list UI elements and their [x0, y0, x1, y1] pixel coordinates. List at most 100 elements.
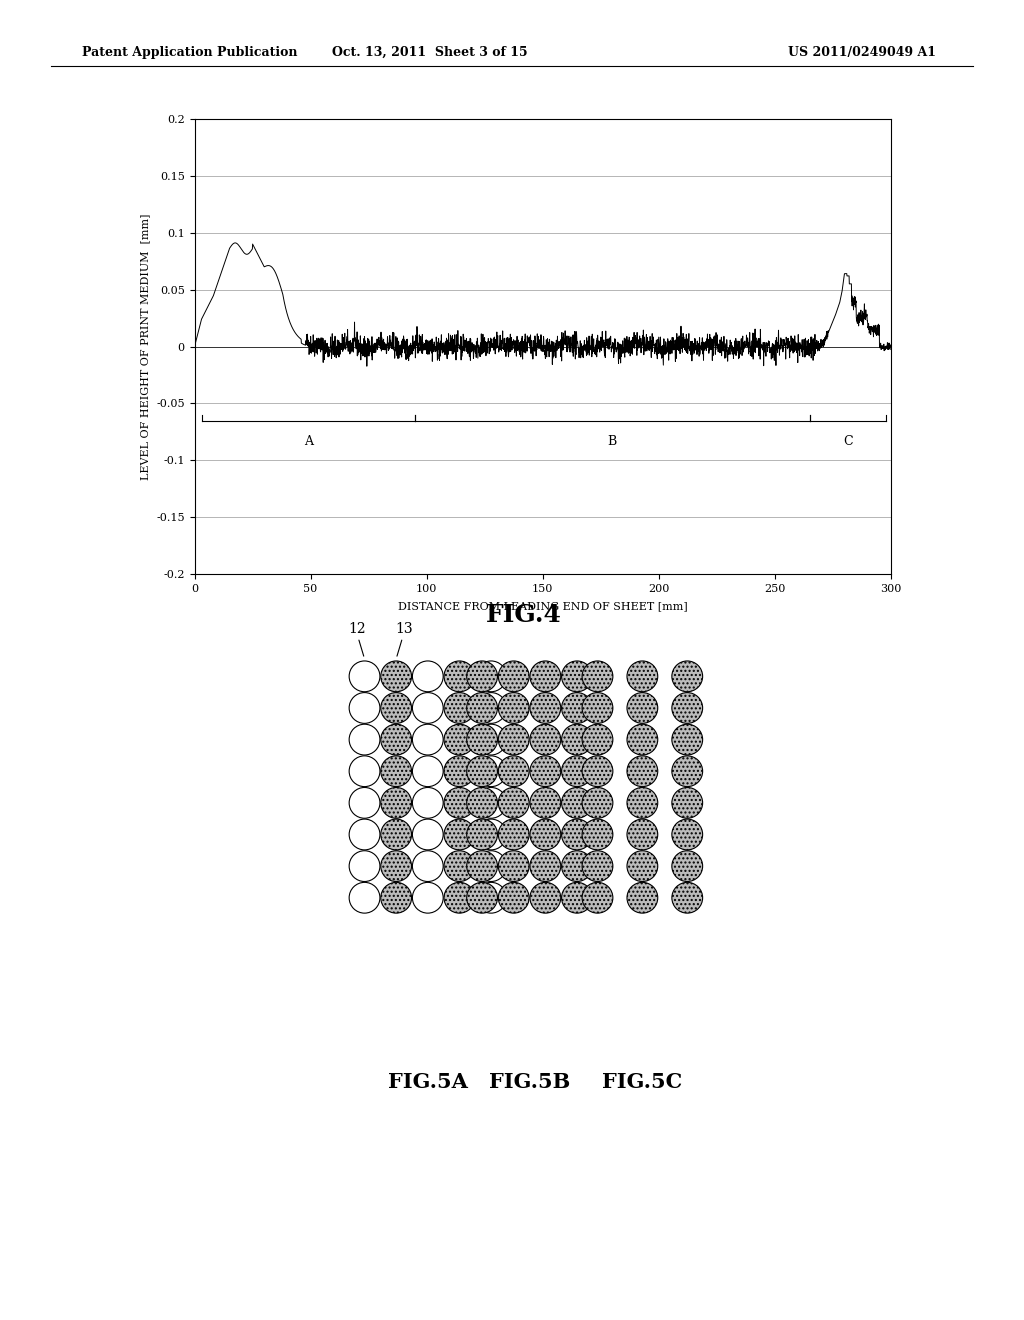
Circle shape — [444, 756, 475, 787]
Circle shape — [530, 850, 561, 882]
Circle shape — [561, 788, 592, 818]
Circle shape — [381, 788, 412, 818]
Circle shape — [672, 820, 702, 850]
Circle shape — [444, 820, 475, 850]
Circle shape — [627, 788, 657, 818]
Text: FIG.5C: FIG.5C — [602, 1072, 682, 1092]
Text: 12: 12 — [348, 622, 366, 636]
Circle shape — [467, 820, 498, 850]
Circle shape — [499, 725, 529, 755]
Circle shape — [561, 820, 592, 850]
Circle shape — [561, 756, 592, 787]
Circle shape — [476, 820, 507, 850]
Circle shape — [444, 850, 475, 882]
Circle shape — [476, 693, 507, 723]
Circle shape — [530, 788, 561, 818]
Circle shape — [561, 725, 592, 755]
Circle shape — [476, 882, 507, 913]
Text: A: A — [304, 436, 312, 449]
Circle shape — [476, 661, 507, 692]
Circle shape — [413, 693, 443, 723]
Circle shape — [499, 820, 529, 850]
Circle shape — [672, 850, 702, 882]
Circle shape — [476, 756, 507, 787]
Circle shape — [499, 788, 529, 818]
X-axis label: DISTANCE FROM LEADING END OF SHEET [mm]: DISTANCE FROM LEADING END OF SHEET [mm] — [398, 601, 687, 611]
Text: 13: 13 — [395, 622, 413, 636]
Circle shape — [467, 725, 498, 755]
Circle shape — [582, 850, 613, 882]
Circle shape — [499, 850, 529, 882]
Circle shape — [349, 661, 380, 692]
Circle shape — [499, 693, 529, 723]
Text: US 2011/0249049 A1: US 2011/0249049 A1 — [788, 46, 937, 59]
Circle shape — [413, 850, 443, 882]
Circle shape — [381, 725, 412, 755]
Circle shape — [561, 882, 592, 913]
Circle shape — [413, 820, 443, 850]
Circle shape — [381, 882, 412, 913]
Circle shape — [530, 820, 561, 850]
Circle shape — [413, 725, 443, 755]
Circle shape — [381, 661, 412, 692]
Circle shape — [530, 756, 561, 787]
Circle shape — [627, 756, 657, 787]
Circle shape — [672, 725, 702, 755]
Circle shape — [499, 882, 529, 913]
Circle shape — [476, 850, 507, 882]
Circle shape — [349, 725, 380, 755]
Circle shape — [381, 756, 412, 787]
Circle shape — [349, 850, 380, 882]
Circle shape — [627, 725, 657, 755]
Circle shape — [476, 725, 507, 755]
Circle shape — [381, 693, 412, 723]
Circle shape — [627, 661, 657, 692]
Text: Oct. 13, 2011  Sheet 3 of 15: Oct. 13, 2011 Sheet 3 of 15 — [332, 46, 528, 59]
Circle shape — [627, 882, 657, 913]
Circle shape — [582, 882, 613, 913]
Circle shape — [444, 661, 475, 692]
Circle shape — [582, 693, 613, 723]
Circle shape — [561, 661, 592, 692]
Y-axis label: LEVEL OF HEIGHT OF PRINT MEDIUM  [mm]: LEVEL OF HEIGHT OF PRINT MEDIUM [mm] — [140, 214, 151, 479]
Circle shape — [349, 693, 380, 723]
Circle shape — [672, 882, 702, 913]
Circle shape — [627, 850, 657, 882]
Circle shape — [413, 661, 443, 692]
Text: C: C — [843, 436, 853, 449]
Circle shape — [672, 661, 702, 692]
Circle shape — [561, 693, 592, 723]
Circle shape — [561, 850, 592, 882]
Text: FIG.5B: FIG.5B — [488, 1072, 570, 1092]
Circle shape — [627, 693, 657, 723]
Circle shape — [530, 882, 561, 913]
Text: FIG.5A: FIG.5A — [388, 1072, 468, 1092]
Circle shape — [444, 725, 475, 755]
Text: FIG.4: FIG.4 — [486, 603, 562, 627]
Text: B: B — [607, 436, 617, 449]
Circle shape — [467, 850, 498, 882]
Circle shape — [444, 693, 475, 723]
Text: Patent Application Publication: Patent Application Publication — [82, 46, 297, 59]
Circle shape — [381, 820, 412, 850]
Circle shape — [582, 820, 613, 850]
Circle shape — [467, 788, 498, 818]
Circle shape — [476, 788, 507, 818]
Circle shape — [530, 693, 561, 723]
Circle shape — [467, 882, 498, 913]
Circle shape — [349, 882, 380, 913]
Circle shape — [672, 788, 702, 818]
Circle shape — [672, 693, 702, 723]
Circle shape — [467, 756, 498, 787]
Circle shape — [444, 882, 475, 913]
Circle shape — [530, 725, 561, 755]
Circle shape — [530, 661, 561, 692]
Circle shape — [499, 756, 529, 787]
Circle shape — [499, 661, 529, 692]
Circle shape — [627, 820, 657, 850]
Circle shape — [467, 693, 498, 723]
Circle shape — [582, 788, 613, 818]
Circle shape — [672, 756, 702, 787]
Circle shape — [349, 788, 380, 818]
Circle shape — [467, 661, 498, 692]
